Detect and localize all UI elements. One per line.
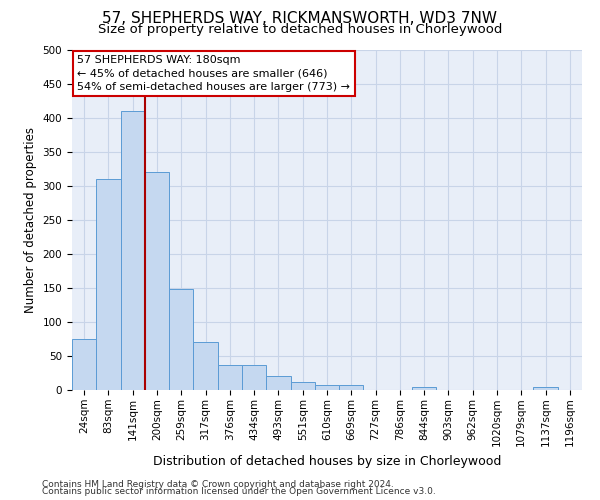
Bar bbox=[145, 172, 169, 390]
Bar bbox=[121, 111, 145, 390]
Bar bbox=[339, 385, 364, 390]
Bar bbox=[290, 382, 315, 390]
Text: 57, SHEPHERDS WAY, RICKMANSWORTH, WD3 7NW: 57, SHEPHERDS WAY, RICKMANSWORTH, WD3 7N… bbox=[103, 11, 497, 26]
Bar bbox=[96, 179, 121, 390]
Text: 57 SHEPHERDS WAY: 180sqm
← 45% of detached houses are smaller (646)
54% of semi-: 57 SHEPHERDS WAY: 180sqm ← 45% of detach… bbox=[77, 55, 350, 92]
Bar bbox=[412, 386, 436, 390]
Bar bbox=[242, 365, 266, 390]
Bar bbox=[266, 376, 290, 390]
Y-axis label: Number of detached properties: Number of detached properties bbox=[24, 127, 37, 313]
Bar bbox=[72, 339, 96, 390]
Text: Contains HM Land Registry data © Crown copyright and database right 2024.: Contains HM Land Registry data © Crown c… bbox=[42, 480, 394, 489]
Bar bbox=[533, 386, 558, 390]
Text: Contains public sector information licensed under the Open Government Licence v3: Contains public sector information licen… bbox=[42, 487, 436, 496]
Text: Size of property relative to detached houses in Chorleywood: Size of property relative to detached ho… bbox=[98, 22, 502, 36]
Bar bbox=[315, 385, 339, 390]
Bar bbox=[193, 342, 218, 390]
X-axis label: Distribution of detached houses by size in Chorleywood: Distribution of detached houses by size … bbox=[153, 454, 501, 468]
Bar bbox=[169, 290, 193, 390]
Bar bbox=[218, 365, 242, 390]
